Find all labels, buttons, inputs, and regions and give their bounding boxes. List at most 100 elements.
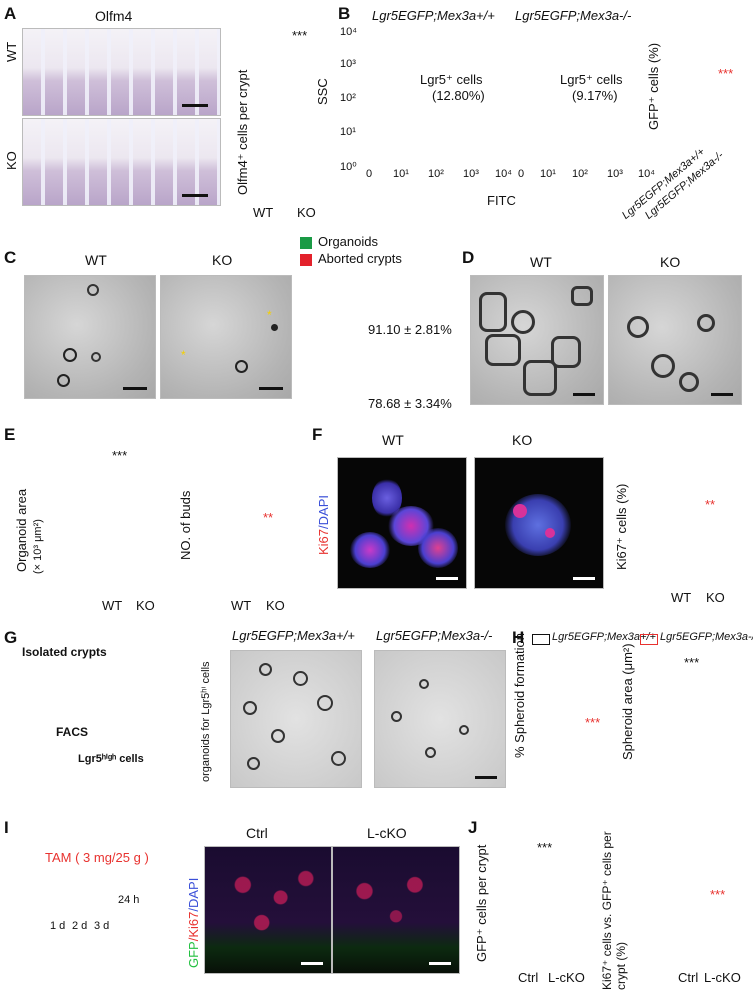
b-event xyxy=(413,147,416,150)
b-event xyxy=(565,125,568,127)
b-event xyxy=(401,126,404,129)
b-event xyxy=(627,125,630,128)
b-event xyxy=(476,106,479,109)
e-area-point xyxy=(114,555,120,561)
b-event xyxy=(451,160,453,163)
b-event xyxy=(563,117,566,120)
b-event xyxy=(410,125,413,128)
e-area-point xyxy=(144,552,150,558)
b-event xyxy=(631,151,634,154)
b-event xyxy=(577,146,580,149)
g-step-lgr5: Lgr5ʰⁱᵍʰ cells xyxy=(78,753,144,765)
b-event xyxy=(602,160,604,163)
d-wt: WT xyxy=(530,254,552,270)
b-event xyxy=(394,130,396,133)
panel-label-b: B xyxy=(338,4,351,23)
j-ratio-significance: *** xyxy=(710,887,726,902)
b-event xyxy=(371,129,374,132)
stain-label: Olfm4 xyxy=(95,8,133,24)
b-event xyxy=(369,153,372,156)
b-event xyxy=(558,106,561,109)
b-event xyxy=(521,129,524,132)
b-event xyxy=(373,111,376,114)
y-tick-label: 5 xyxy=(258,153,264,165)
b-event xyxy=(412,154,415,157)
b-xtick: 10² xyxy=(428,168,444,180)
b-event xyxy=(588,139,591,141)
b-event xyxy=(608,122,611,125)
b-event xyxy=(486,118,488,121)
b-event xyxy=(524,143,526,145)
b-event xyxy=(404,110,407,112)
b-event xyxy=(524,161,527,163)
y-tick-label: 120 xyxy=(66,555,84,567)
b-event xyxy=(434,145,437,148)
a-wt-point xyxy=(284,122,288,126)
b-event xyxy=(524,110,527,113)
b-event xyxy=(520,111,523,114)
e-area-point xyxy=(113,576,119,582)
b-event xyxy=(619,156,622,159)
b-event xyxy=(614,124,617,127)
b-event xyxy=(614,144,616,147)
b-event xyxy=(571,114,574,117)
b-event xyxy=(478,153,481,156)
a-wt-point xyxy=(286,96,290,101)
b-event xyxy=(491,158,494,161)
a-wt-point xyxy=(284,115,288,119)
micrograph-organoid-day-wt xyxy=(470,275,604,405)
b-event xyxy=(465,157,467,159)
b-event xyxy=(489,129,492,132)
b-event xyxy=(409,143,411,145)
b-event xyxy=(406,122,409,125)
b-event xyxy=(626,104,629,107)
b-event xyxy=(441,116,443,119)
b-event xyxy=(380,155,383,157)
b-event xyxy=(410,128,413,130)
b-event xyxy=(564,137,567,140)
b-event xyxy=(609,149,612,152)
b-event xyxy=(550,137,553,140)
b-event xyxy=(571,145,574,147)
y-tick-label: 600 xyxy=(632,687,650,699)
e-area-point xyxy=(118,518,124,524)
b-event xyxy=(432,147,435,150)
b-event xyxy=(440,135,443,138)
b-event xyxy=(383,157,386,160)
h-violin-shape xyxy=(663,662,697,738)
b-event xyxy=(474,159,477,162)
y-tick-label: 2 xyxy=(534,743,540,755)
b-event xyxy=(521,132,524,135)
b-event xyxy=(557,153,560,156)
e-area-point xyxy=(119,555,125,560)
b-event xyxy=(636,146,639,149)
micrograph-ki67-ko xyxy=(474,457,604,589)
sorted-cell xyxy=(62,754,70,762)
b-xtick: 10³ xyxy=(607,168,623,180)
b-event xyxy=(411,157,414,160)
a-ko-point xyxy=(324,129,328,133)
b-event xyxy=(545,154,548,157)
b-event xyxy=(590,120,593,123)
b-event xyxy=(550,146,553,148)
b-event xyxy=(611,104,614,107)
e-area-point xyxy=(118,542,124,548)
b-event xyxy=(380,147,383,150)
b-event xyxy=(569,103,572,106)
b-event xyxy=(543,143,546,145)
b-event xyxy=(468,149,471,151)
b-event xyxy=(371,160,374,163)
g-side-label: organoids for Lgr5ʰⁱ cells xyxy=(200,661,212,782)
b-event xyxy=(608,120,610,123)
b-event xyxy=(425,129,428,132)
b-event xyxy=(370,126,373,129)
b-event xyxy=(388,111,391,114)
b-event xyxy=(372,115,375,118)
b-event xyxy=(438,161,440,163)
b-event xyxy=(519,135,522,137)
b-event xyxy=(421,160,424,163)
b-event xyxy=(519,129,522,132)
e-area-point xyxy=(137,537,143,543)
b-event xyxy=(577,101,580,103)
b-event xyxy=(371,139,374,142)
